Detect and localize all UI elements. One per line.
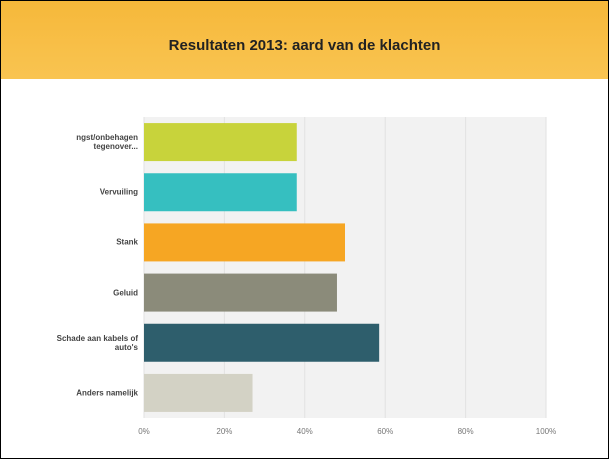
y-tick-label: ngst/onbehagen tegenover...	[54, 133, 138, 151]
x-tick-label: 80%	[458, 427, 474, 436]
bar	[144, 123, 297, 161]
bar	[144, 173, 297, 211]
x-tick-label: 20%	[216, 427, 232, 436]
y-tick-label: Anders namelijk	[54, 388, 138, 397]
slide: Resultaten 2013: aard van de klachten 0%…	[0, 0, 609, 459]
x-tick-label: 60%	[377, 427, 393, 436]
y-tick-label: Vervuiling	[54, 188, 138, 197]
x-tick-label: 0%	[138, 427, 150, 436]
y-tick-label: Stank	[54, 238, 138, 247]
bar	[144, 274, 337, 312]
bar	[144, 324, 379, 362]
y-tick-label: Schade aan kabels of auto's	[54, 334, 138, 352]
bar	[144, 223, 345, 261]
bar	[144, 374, 253, 412]
x-tick-label: 100%	[536, 427, 556, 436]
plot-background	[144, 117, 546, 418]
x-tick-label: 40%	[297, 427, 313, 436]
y-tick-label: Geluid	[54, 288, 138, 297]
